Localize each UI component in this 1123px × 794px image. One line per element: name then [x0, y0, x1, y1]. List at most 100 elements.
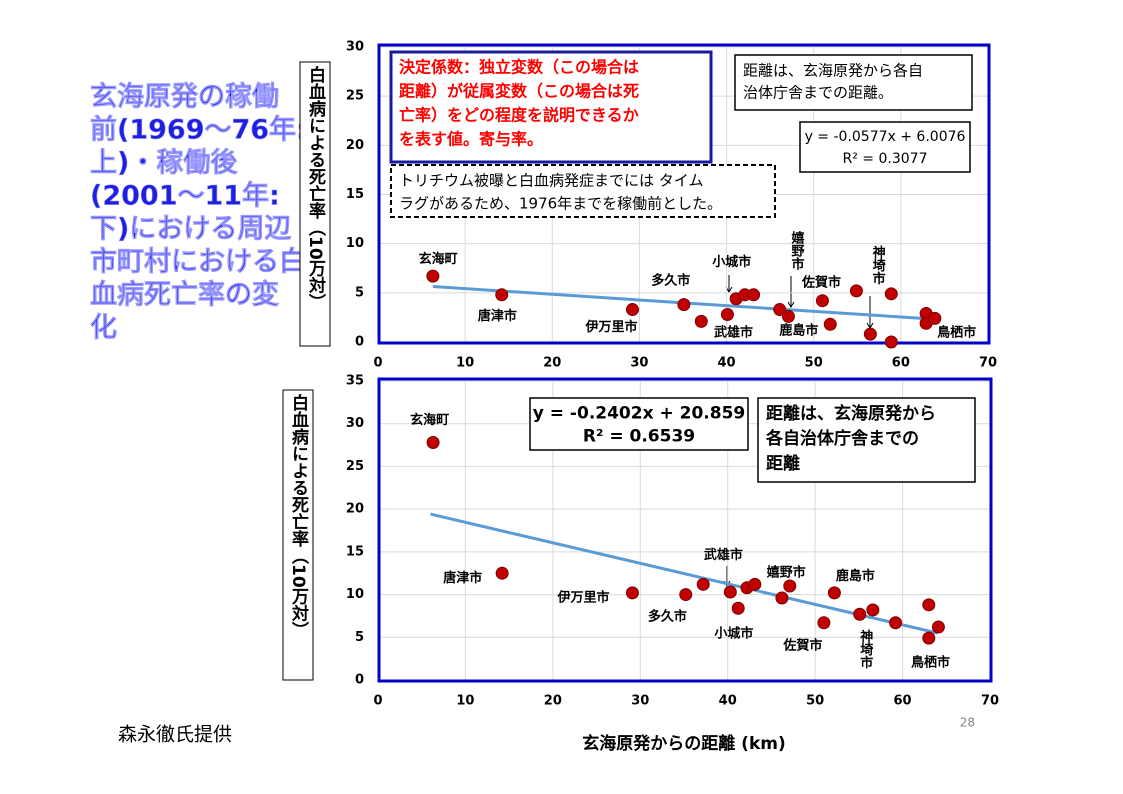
data-point — [679, 588, 693, 602]
data-point — [863, 327, 877, 341]
city-label: 神埼市 — [857, 629, 873, 670]
city-label: 鳥栖市 — [911, 654, 950, 670]
data-point — [884, 335, 898, 349]
y-tick-label: 0 — [355, 673, 364, 688]
x-tick-label: 50 — [806, 694, 824, 709]
y-tick-label: 15 — [346, 187, 364, 202]
data-point — [823, 317, 837, 331]
data-point — [853, 607, 867, 621]
note-line: 距離は、玄海原発から — [766, 403, 936, 424]
data-point — [625, 586, 639, 600]
title-line: 前(1969～76年: — [90, 114, 307, 146]
x-tick-label: 60 — [892, 356, 910, 371]
data-point — [817, 616, 831, 630]
y-tick-label: 20 — [346, 502, 364, 517]
title-line: 下)における周辺 — [90, 214, 291, 245]
y-axis-label: 白血病による死亡率（10万対） — [288, 393, 310, 639]
plot-frame — [377, 43, 991, 345]
note-line: 各自治体庁舎までの — [765, 428, 919, 449]
equation-box — [529, 397, 749, 451]
x-tick-label: 70 — [979, 356, 997, 371]
note-box — [757, 397, 976, 483]
city-label: 小城市 — [714, 625, 753, 641]
data-point — [884, 287, 898, 301]
data-point — [426, 269, 440, 283]
y-label-box — [299, 61, 331, 347]
city-label: 嬉野市 — [789, 230, 805, 271]
y-label-box — [282, 389, 314, 681]
x-tick-label: 20 — [544, 694, 562, 709]
data-point — [889, 616, 903, 630]
city-label: 嬉野市 — [767, 565, 806, 581]
note-box — [389, 50, 713, 164]
data-point — [815, 294, 829, 308]
city-label: 小城市 — [712, 254, 751, 270]
y-tick-label: 25 — [346, 459, 364, 474]
x-tick-label: 70 — [981, 694, 999, 709]
city-label: 伊万里市 — [556, 589, 609, 605]
city-label: 唐津市 — [478, 308, 517, 324]
y-tick-label: 10 — [346, 236, 364, 251]
trendline — [430, 512, 938, 635]
data-point — [720, 307, 734, 321]
data-point — [723, 585, 737, 599]
title-line: 上)・稼働後 — [90, 148, 238, 179]
y-tick-label: 5 — [355, 630, 364, 645]
note-line: 距離）が従属変数（この場合は死 — [399, 82, 639, 101]
city-label: 玄海町 — [410, 412, 449, 428]
data-point — [696, 577, 710, 591]
y-axis-label: 白血病による死亡率（10万対） — [305, 65, 327, 311]
x-tick-label: 10 — [456, 694, 474, 709]
data-point — [781, 309, 795, 323]
trend-r2: R² = 0.6539 — [583, 426, 695, 446]
trend-equation: y = -0.0577x + 6.0076 — [805, 129, 966, 145]
x-tick-label: 30 — [630, 356, 648, 371]
city-label: 多久市 — [651, 273, 690, 289]
y-tick-label: 30 — [346, 40, 364, 55]
data-point — [922, 598, 936, 612]
city-label: 武雄市 — [704, 547, 743, 563]
data-point — [849, 284, 863, 298]
note-line: ラグがあるため、1976年までを稼働前とした。 — [399, 195, 722, 213]
y-tick-label: 5 — [355, 285, 364, 300]
city-label: 鳥栖市 — [937, 325, 976, 341]
data-point — [625, 303, 639, 317]
equation-box — [799, 121, 971, 173]
note-line: 距離 — [766, 453, 800, 474]
data-point — [773, 303, 787, 317]
city-label: 唐津市 — [443, 570, 482, 586]
x-tick-label: 30 — [631, 694, 649, 709]
data-point — [426, 436, 440, 450]
y-tick-label: 20 — [346, 138, 364, 153]
x-tick-label: 60 — [894, 694, 912, 709]
city-label: 玄海町 — [419, 251, 458, 267]
data-point — [694, 314, 708, 328]
city-label: 佐賀市 — [782, 637, 822, 653]
data-point — [783, 579, 797, 593]
y-tick-label: 15 — [346, 544, 364, 559]
title: 玄海原発の稼働前(1969～76年:上)・稼働後(2001～11年:下)における… — [90, 80, 307, 344]
x-tick-label: 0 — [373, 356, 382, 371]
page-number: 28 — [960, 716, 975, 730]
y-tick-label: 10 — [346, 587, 364, 602]
y-tick-label: 25 — [346, 89, 364, 104]
note-line: 決定係数：独立変数（この場合は — [399, 58, 639, 77]
data-point — [775, 591, 789, 605]
credit: 森永徹氏提供 — [118, 724, 232, 746]
y-tick-label: 30 — [346, 416, 364, 431]
note-line: トリチウム被曝と白血病発症までには タイム — [399, 172, 703, 190]
note-line: 距離は、玄海原発から各自 — [743, 62, 923, 80]
data-point — [922, 631, 936, 645]
data-point — [747, 288, 761, 302]
data-point — [931, 620, 945, 634]
title-line: (2001～11年: — [90, 180, 280, 212]
city-label: 神埼市 — [870, 245, 886, 286]
note-line: を表す値。寄与率。 — [399, 130, 543, 149]
data-point — [677, 298, 691, 312]
y-tick-label: 35 — [346, 374, 364, 389]
title-line: 血病死亡率の変 — [90, 279, 279, 311]
data-point — [495, 288, 509, 302]
data-point — [866, 603, 880, 617]
title-line: 玄海原発の稼働 — [90, 81, 279, 113]
